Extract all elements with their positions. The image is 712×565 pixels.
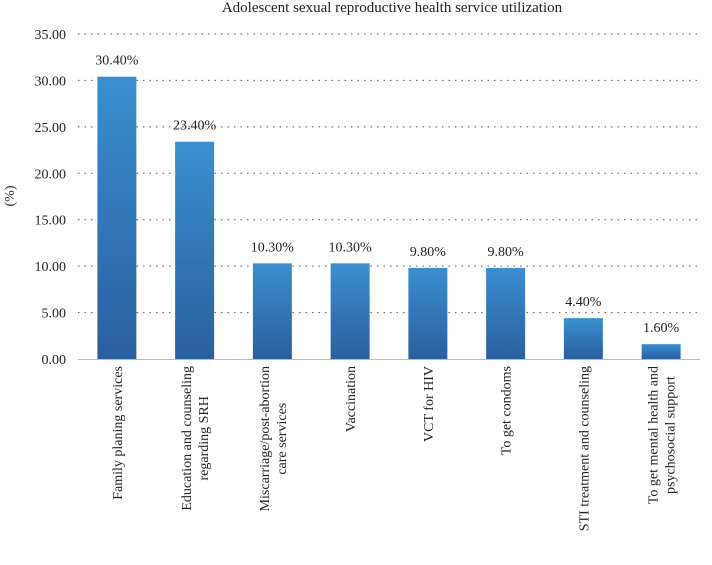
bar	[252, 263, 292, 359]
x-tick-label: VCT for HIV	[422, 366, 437, 442]
x-tick-label-line: VCT for HIV	[422, 366, 437, 442]
x-tick-label-line: STI treatment and counseling	[577, 366, 592, 531]
x-tick-label-line: Education and counseling	[180, 366, 195, 511]
x-tick-label-line: To get mental health and	[647, 366, 662, 504]
x-tick-label-line: Family planing services	[111, 366, 126, 500]
data-labels: 30.40% 23.40% 10.30% 10.30% 9.80% 9.80% 4.40% 1…	[95, 54, 679, 336]
x-tick-label: Vaccination	[344, 366, 359, 432]
x-tick-label: To get mental health and psychosocial sup…	[647, 366, 679, 504]
y-tick-label: 15.00	[35, 214, 67, 229]
y-tick-label: 0.00	[42, 353, 67, 368]
gridlines	[78, 33, 700, 314]
bar	[175, 141, 215, 359]
bar	[408, 268, 448, 359]
x-tick-label-line: Miscarriage/post-abortion	[258, 366, 273, 511]
y-tick-label: 35.00	[35, 28, 67, 43]
data-label: 9.80%	[410, 245, 447, 260]
bar	[641, 344, 681, 359]
x-tick-label: Education and counseling regarding SRH	[180, 366, 212, 511]
y-axis-ticks: 0.00 5.00 10.00 15.00 20.00 25.00 30.00 35.00	[35, 28, 67, 368]
y-tick-label: 20.00	[35, 167, 67, 182]
y-tick-label: 10.00	[35, 260, 67, 275]
x-axis-categories: Family planing services Education and cou…	[111, 366, 679, 531]
x-tick-label-line: care services	[275, 403, 290, 475]
y-axis-label: (%)	[3, 185, 18, 206]
x-tick-label: To get condoms	[500, 366, 515, 455]
x-tick-label-line: regarding SRH	[197, 396, 212, 480]
y-tick-label: 25.00	[35, 121, 67, 136]
y-tick-label: 5.00	[42, 307, 67, 322]
data-label: 30.40%	[95, 54, 139, 69]
bar	[330, 263, 370, 359]
chart-title: Adolescent sexual reproductive health se…	[222, 0, 563, 16]
data-label: 1.60%	[643, 321, 680, 336]
x-tick-label: Family planing services	[111, 366, 126, 500]
data-label: 23.40%	[173, 119, 217, 134]
data-label: 10.30%	[329, 240, 373, 255]
x-tick-label: STI treatment and counseling	[577, 366, 592, 531]
x-tick-label: Miscarriage/post-abortion care services	[258, 366, 290, 511]
data-label: 10.30%	[251, 240, 295, 255]
x-tick-label-line: To get condoms	[500, 366, 515, 455]
x-tick-label-line: psychosocial support	[664, 376, 679, 494]
bar	[486, 268, 526, 359]
data-label: 4.40%	[565, 295, 602, 310]
data-label: 9.80%	[488, 245, 525, 260]
y-tick-label: 30.00	[35, 74, 67, 89]
x-tick-label-line: Vaccination	[344, 366, 359, 432]
bar	[563, 318, 603, 359]
bars	[97, 76, 681, 359]
bar	[97, 76, 137, 359]
